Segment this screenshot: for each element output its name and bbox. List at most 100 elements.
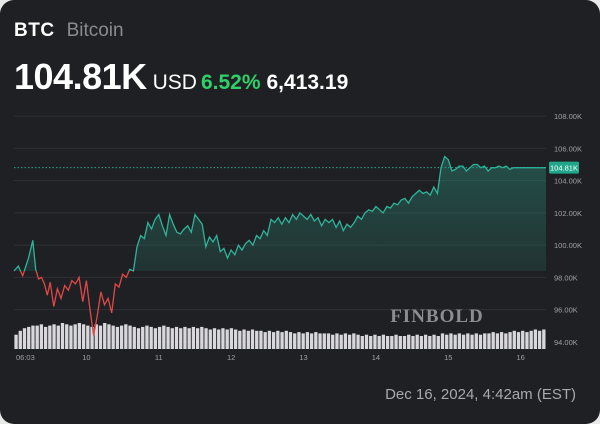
volume-bar [246, 330, 250, 349]
volume-bar [187, 328, 191, 349]
volume-bar [179, 328, 183, 349]
volume-bar [483, 333, 487, 349]
volume-bar [284, 330, 288, 349]
volume-bar [149, 326, 153, 349]
volume-bar [136, 328, 141, 349]
volume-bar [461, 334, 466, 349]
volume-bar [436, 336, 440, 349]
x-axis: 06:03 10 11 12 13 14 15 16 [16, 353, 525, 362]
volume-bar [271, 332, 276, 349]
volume-bar [314, 332, 318, 349]
volume-bar [200, 326, 204, 349]
volume-bar [491, 332, 495, 349]
volume-bar [440, 333, 445, 349]
volume-bar [255, 330, 259, 349]
volume-bar [423, 334, 428, 349]
volume-bar [90, 326, 94, 349]
y-tick-label: 104.00K [554, 177, 582, 186]
volume-bar [504, 333, 508, 349]
volume-bar [322, 333, 326, 349]
volume-bar [111, 325, 115, 349]
volume-bar [533, 329, 538, 349]
volume-bar [305, 332, 310, 349]
x-tick-label: 12 [227, 353, 235, 362]
volume-bar [52, 324, 56, 349]
volume-bar [242, 329, 246, 349]
volume-bar [31, 325, 35, 349]
price-series [13, 155, 547, 336]
volume-bar [521, 330, 525, 349]
volume-bar [347, 334, 352, 349]
volume-bar [94, 324, 98, 349]
x-tick-label: 14 [372, 353, 380, 362]
volume-bar [98, 325, 103, 349]
volume-bar [335, 333, 339, 349]
volume-bar [381, 334, 386, 349]
volume-bar [14, 334, 18, 349]
volume-bar [390, 336, 394, 349]
volume-bar [419, 336, 424, 349]
x-tick-label: 15 [444, 353, 452, 362]
current-price: 104.81K [14, 56, 147, 97]
volume-bar [428, 336, 432, 349]
volume-bar [373, 334, 377, 349]
volume-bar [487, 333, 491, 349]
volume-bar [512, 330, 516, 349]
volume-bar [35, 325, 39, 349]
volume-bar [259, 330, 263, 349]
volume-bar [86, 325, 90, 349]
y-tick-label: 100.00K [554, 241, 582, 250]
price-area-fill [14, 156, 546, 271]
volume-bar [56, 325, 60, 349]
price-line-down [13, 270, 135, 336]
y-tick-label: 98.00K [554, 273, 578, 282]
volume-bars [14, 323, 546, 349]
volume-bar [204, 328, 208, 349]
volume-bar [263, 332, 267, 349]
y-tick-label: 102.00K [554, 209, 582, 218]
volume-bar [449, 333, 453, 349]
volume-bar [153, 328, 158, 349]
volume-bar [18, 330, 22, 349]
x-tick-label: 06:03 [16, 353, 35, 362]
volume-bar [415, 334, 419, 349]
volume-bar [474, 333, 478, 349]
volume-bar [166, 326, 170, 349]
volume-bar [174, 326, 179, 349]
volume-bar [525, 332, 529, 349]
volume-bar [65, 324, 69, 349]
volume-bar [445, 334, 449, 349]
volume-bar [221, 328, 225, 349]
y-tick-label: 106.00K [554, 144, 582, 153]
finbold-watermark: FINBOLD [390, 306, 484, 327]
volume-bar [466, 333, 470, 349]
price-line-up [13, 155, 547, 271]
volume-bar [60, 323, 65, 349]
x-tick-label: 10 [82, 353, 90, 362]
volume-bar [326, 333, 331, 349]
change-value: 6,413.19 [266, 71, 349, 94]
x-tick-label: 13 [299, 353, 307, 362]
volume-bar [128, 325, 132, 349]
y-axis: 108.00K 106.00K 104.00K 102.00K 100.00K 98.00… [554, 112, 582, 347]
volume-bar [119, 325, 124, 349]
volume-bar [407, 334, 411, 349]
volume-bar [352, 333, 356, 349]
volume-bar [356, 334, 360, 349]
volume-bar [318, 333, 322, 349]
x-tick-label: 16 [516, 353, 524, 362]
volume-bar [508, 332, 512, 349]
volume-bar [394, 334, 398, 349]
volume-bar [339, 334, 343, 349]
volume-bar [103, 323, 107, 349]
y-tick-label: 108.00K [554, 112, 582, 121]
volume-bar [542, 329, 546, 349]
volume-bar [141, 326, 145, 349]
volume-bar [48, 325, 52, 349]
volume-bar [115, 326, 120, 349]
volume-bar [81, 324, 86, 349]
volume-bar [27, 326, 31, 349]
current-price-label: 104.81K [550, 164, 578, 173]
volume-bar [276, 330, 280, 349]
volume-bar [309, 333, 314, 349]
